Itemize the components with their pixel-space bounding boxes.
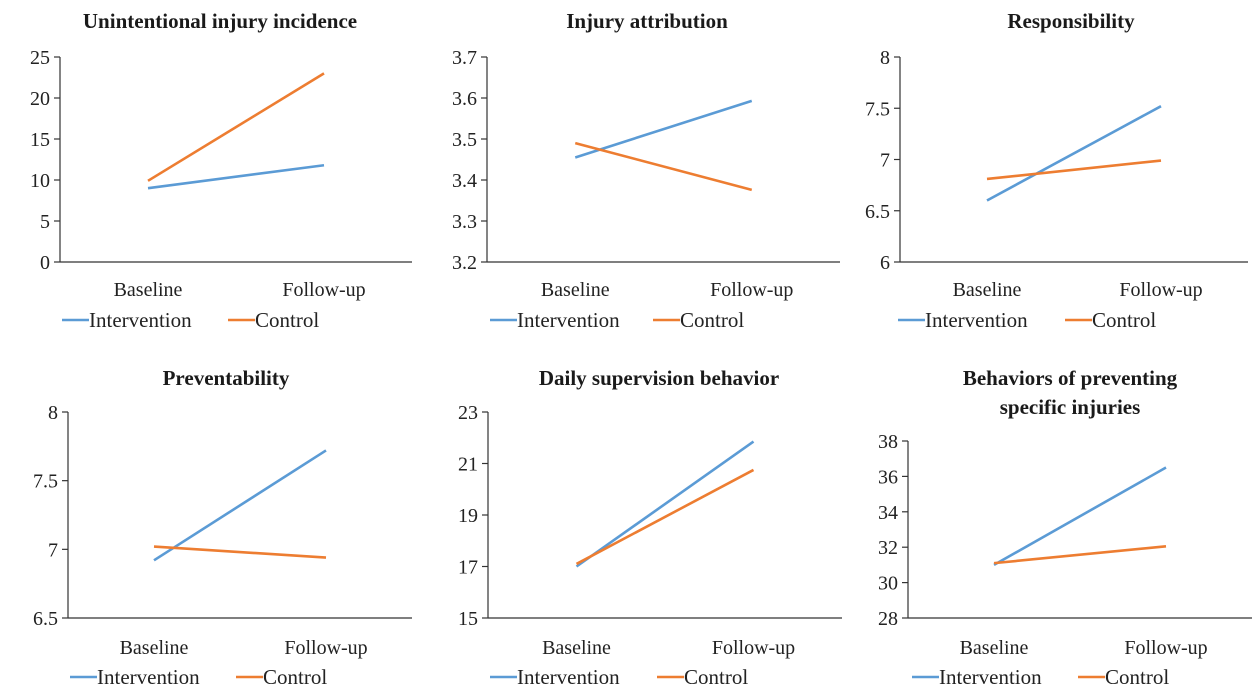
x-tick-label: Follow-up — [284, 637, 367, 659]
y-tick-label: 6.5 — [33, 608, 58, 630]
y-tick-label: 32 — [878, 537, 898, 559]
y-tick-label: 3.2 — [452, 252, 477, 274]
series-line-control — [147, 72, 325, 182]
y-tick-label: 21 — [458, 454, 478, 476]
x-tick-label: Follow-up — [710, 279, 793, 301]
chart-title: specific injuries — [1000, 395, 1141, 419]
series-line-control — [153, 545, 327, 559]
x-tick-label: Baseline — [542, 637, 611, 659]
series-line-intervention — [147, 163, 325, 190]
y-tick-label: 36 — [878, 466, 898, 488]
legend-label-intervention: Intervention — [97, 665, 200, 689]
legend-label-control: Control — [680, 308, 744, 332]
y-tick-label: 28 — [878, 608, 898, 630]
y-tick-label: 15 — [458, 608, 478, 630]
x-tick-label: Baseline — [114, 279, 183, 301]
y-tick-label: 38 — [878, 431, 898, 453]
y-tick-label: 3.4 — [452, 170, 477, 192]
chart-title: Daily supervision behavior — [539, 366, 779, 390]
y-tick-label: 3.3 — [452, 211, 477, 233]
legend-label-intervention: Intervention — [89, 308, 192, 332]
y-tick-label: 7.5 — [865, 98, 890, 120]
chart-title: Injury attribution — [566, 9, 728, 33]
y-tick-label: 6.5 — [865, 201, 890, 223]
legend-label-intervention: Intervention — [939, 665, 1042, 689]
chart-panel-5: Daily supervision behavior 15 17 19 21 23 Base… — [458, 366, 842, 689]
y-tick-label: 7.5 — [33, 471, 58, 493]
y-tick-label: 3.6 — [452, 88, 477, 110]
x-tick-label: Baseline — [953, 279, 1022, 301]
series-line-intervention — [575, 440, 755, 568]
y-tick-label: 23 — [458, 402, 478, 424]
series-line-intervention — [153, 449, 327, 562]
legend-label-control: Control — [263, 665, 327, 689]
series-line-intervention — [986, 105, 1162, 202]
y-tick-label: 10 — [30, 170, 50, 192]
x-tick-label: Follow-up — [712, 637, 795, 659]
series-line-control — [986, 159, 1162, 181]
y-tick-label: 8 — [48, 402, 58, 424]
legend-label-intervention: Intervention — [517, 308, 620, 332]
y-tick-label: 3.7 — [452, 47, 477, 69]
x-tick-label: Baseline — [960, 637, 1029, 659]
chart-title: Unintentional injury incidence — [83, 9, 357, 33]
y-tick-label: 34 — [878, 502, 898, 524]
x-tick-label: Follow-up — [1124, 637, 1207, 659]
series-line-intervention — [574, 99, 753, 159]
y-tick-label: 25 — [30, 47, 50, 69]
y-tick-label: 7 — [48, 539, 58, 561]
y-tick-label: 15 — [30, 129, 50, 151]
legend-label-intervention: Intervention — [517, 665, 620, 689]
y-tick-label: 8 — [880, 47, 890, 69]
legend-label-control: Control — [255, 308, 319, 332]
series-line-intervention — [993, 466, 1167, 567]
y-tick-label: 20 — [30, 88, 50, 110]
chart-panel-6: Behaviors of preventing specific injuries… — [878, 366, 1252, 689]
y-tick-label: 3.5 — [452, 129, 477, 151]
x-tick-label: Follow-up — [1119, 279, 1202, 301]
chart-panel-3: Responsibility 6 6.5 7 7.5 8 Baseline Follow-up… — [865, 9, 1248, 332]
legend-label-control: Control — [1092, 308, 1156, 332]
x-tick-label: Follow-up — [282, 279, 365, 301]
legend-label-control: Control — [684, 665, 748, 689]
legend-label-control: Control — [1105, 665, 1169, 689]
series-line-control — [575, 468, 755, 566]
chart-panel-2: Injury attribution 3.2 3.3 3.4 3.5 3.6 3.7 Base… — [452, 9, 840, 332]
chart-panel-1: Unintentional injury incidence 0 5 10 15 20 25… — [30, 9, 412, 332]
y-tick-label: 0 — [40, 252, 50, 274]
chart-title: Responsibility — [1007, 9, 1135, 33]
x-tick-label: Baseline — [541, 279, 610, 301]
y-tick-label: 5 — [40, 211, 50, 233]
y-tick-label: 19 — [458, 505, 478, 527]
chart-title: Behaviors of preventing — [963, 366, 1178, 390]
y-tick-label: 17 — [458, 557, 478, 579]
y-tick-label: 6 — [880, 252, 890, 274]
legend-label-intervention: Intervention — [925, 308, 1028, 332]
y-tick-label: 7 — [880, 150, 890, 172]
series-line-control — [574, 141, 753, 192]
chart-title: Preventability — [163, 366, 290, 390]
x-tick-label: Baseline — [120, 637, 189, 659]
y-tick-label: 30 — [878, 573, 898, 595]
series-line-control — [993, 545, 1167, 565]
chart-panel-4: Preventability 6.5 7 7.5 8 Baseline Follow-up I… — [33, 366, 412, 689]
